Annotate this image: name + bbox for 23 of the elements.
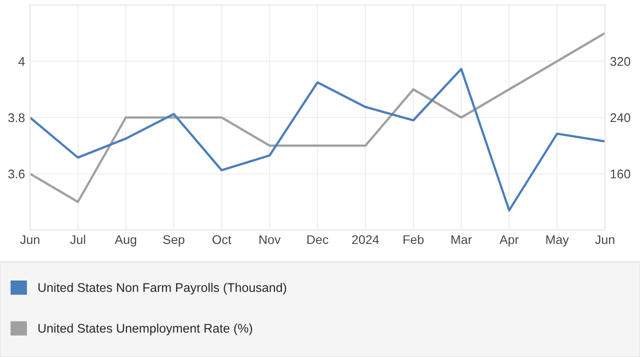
legend-label: United States Non Farm Payrolls (Thousand) [38,282,286,294]
x-tick-label: 2024 [352,235,379,244]
x-tick-label: Jun [595,235,614,244]
x-tick-label: Aug [114,235,136,247]
legend-label: United States Unemployment Rate (%) [38,324,252,336]
y-tick-label: 3.6 [8,170,25,178]
x-tick-label: Apr [499,235,519,247]
line-series [30,68,605,212]
x-tick-label: Feb [404,234,424,244]
x-tick-label: Sep [163,235,184,247]
x-tick-label: Jul [70,234,86,244]
y2-tick-label: 160 [610,170,630,178]
x-tick-label: Nov [259,235,281,244]
y2-tick-label: 320 [610,57,630,66]
y2-tick-label: 240 [610,113,630,122]
line-series [30,32,605,203]
x-tick-label: Jun [20,235,40,244]
x-tick-label: Mar [452,235,472,244]
x-tick-label: May [546,235,569,247]
y-tick-label: 4 [18,57,25,66]
y-tick-label: 3.8 [8,113,25,122]
x-tick-label: Dec [307,235,328,244]
x-tick-label: Oct [212,235,232,244]
